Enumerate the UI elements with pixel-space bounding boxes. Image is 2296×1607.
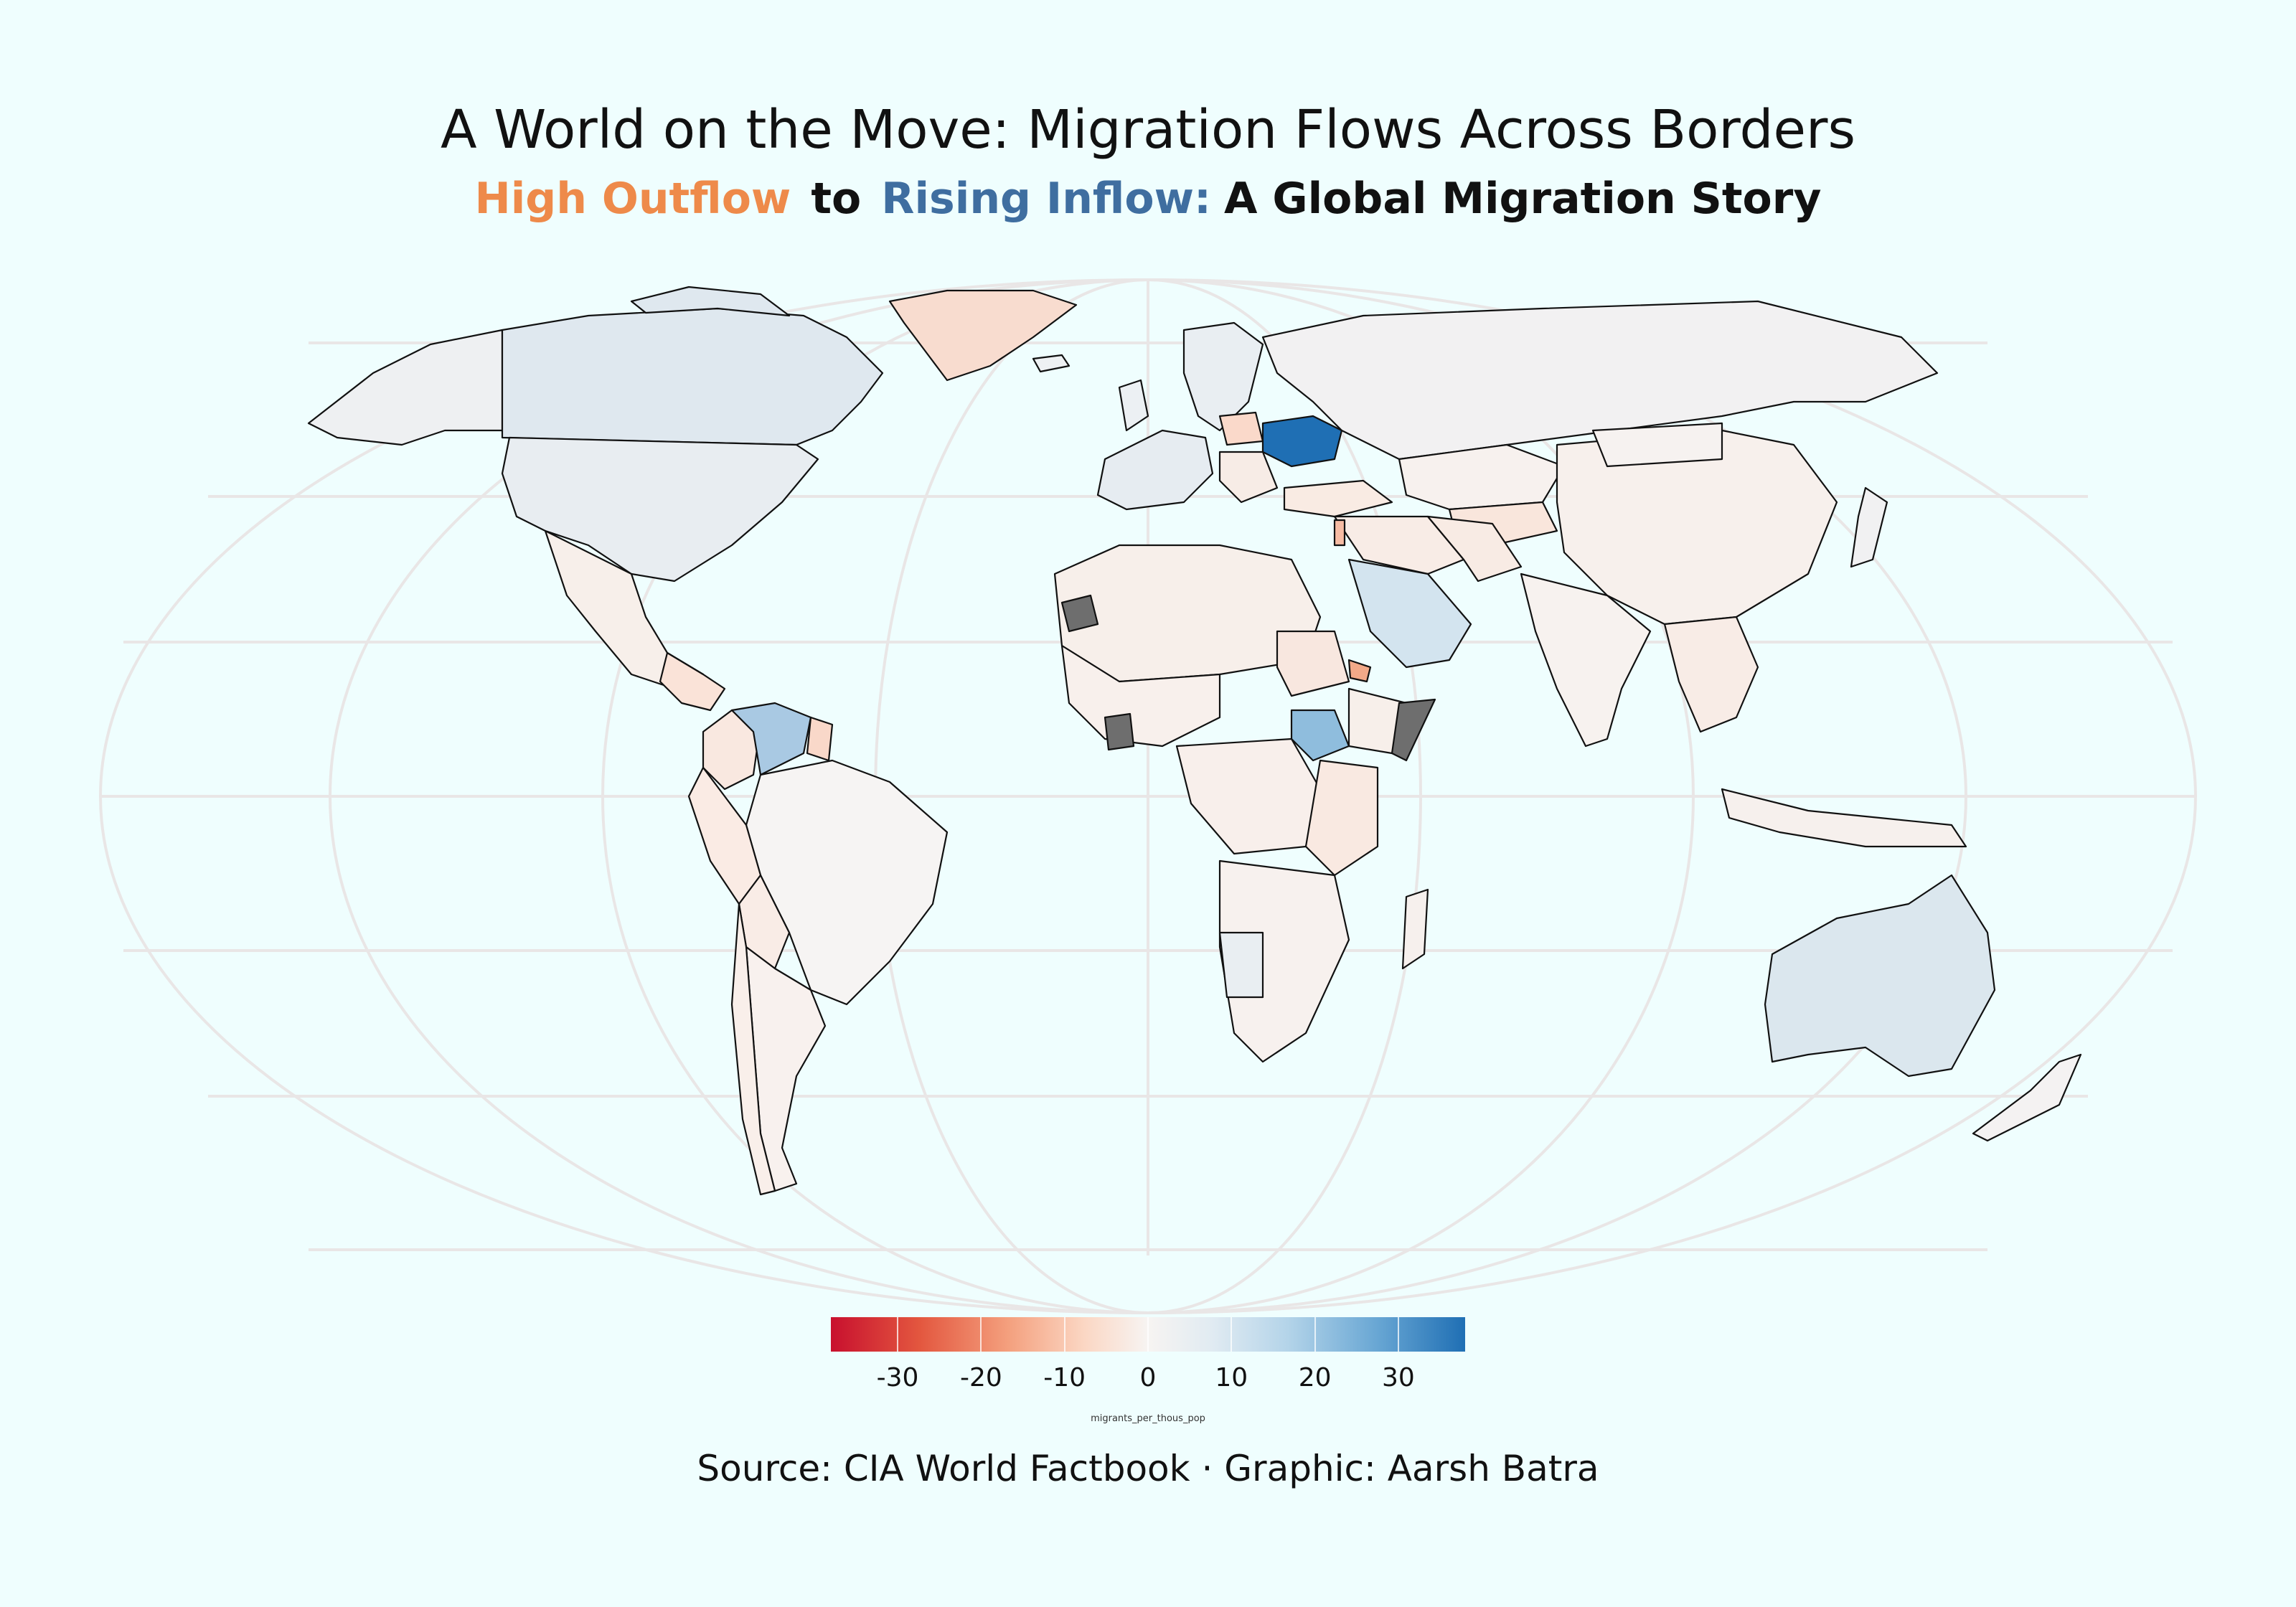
region-west-africa — [1060, 644, 1221, 748]
subtitle-high-outflow: High Outflow — [474, 174, 791, 224]
legend-tick-label: 20 — [1298, 1363, 1332, 1392]
region-canada-arctic — [630, 286, 791, 317]
legend-tick-label: 10 — [1215, 1363, 1248, 1392]
region-cote-divoire — [1104, 712, 1135, 751]
legend-tick-mark — [1397, 1317, 1399, 1352]
chart-title: A World on the Move: Migration Flows Acr… — [440, 99, 1856, 161]
region-uk — [1118, 379, 1149, 432]
region-south-sudan — [1290, 709, 1350, 762]
region-indonesia — [1721, 788, 1967, 848]
region-central-america — [659, 651, 726, 712]
region-turkey — [1283, 479, 1393, 518]
region-chile — [730, 903, 776, 1196]
region-greenland — [888, 289, 1078, 382]
region-namibia — [1218, 931, 1264, 999]
legend-tick-label: -30 — [876, 1363, 919, 1392]
legend-tick-mark — [1314, 1317, 1316, 1352]
chart-subtitle: High Outflow to Rising Inflow: A Global Mig… — [0, 174, 2296, 224]
subtitle-story: A Global Migration Story — [1224, 174, 1822, 224]
countries — [307, 286, 2082, 1196]
region-lebanon — [1333, 519, 1346, 547]
region-western-europe — [1096, 429, 1214, 511]
region-poland — [1218, 411, 1264, 446]
region-central-africa — [1175, 737, 1322, 855]
legend-title: migrants_per_thous_pop — [1091, 1413, 1205, 1424]
region-mongolia — [1591, 422, 1723, 468]
region-somalia — [1391, 698, 1436, 762]
region-australia — [1764, 874, 1996, 1078]
legend-tick-mark — [980, 1317, 982, 1352]
legend-tick-label: 0 — [1139, 1363, 1157, 1392]
region-saudi-arabia — [1347, 558, 1472, 669]
region-iceland — [1032, 354, 1071, 373]
region-southern-africa — [1218, 859, 1350, 1063]
legend-tick-label: -20 — [959, 1363, 1002, 1392]
region-southeast-asia — [1663, 616, 1759, 733]
region-russia — [1261, 300, 1939, 461]
region-guyana — [806, 716, 834, 762]
legend-tick-mark — [1231, 1317, 1233, 1352]
subtitle-to: to — [811, 174, 862, 224]
region-east-africa — [1304, 759, 1379, 877]
region-alaska — [307, 329, 504, 446]
region-eritrea — [1347, 659, 1372, 683]
region-japan — [1850, 486, 1888, 568]
source-credit: Source: CIA World Factbook · Graphic: Aa… — [697, 1448, 1599, 1489]
region-india — [1520, 572, 1652, 748]
legend-tick-label: -10 — [1043, 1363, 1086, 1392]
legend-tick-mark — [897, 1317, 899, 1352]
legend-tick-mark — [1063, 1317, 1065, 1352]
region-western-sahara — [1060, 594, 1099, 633]
region-new-zealand — [1972, 1053, 2082, 1142]
region-balkans — [1218, 451, 1279, 504]
region-sudan — [1276, 630, 1350, 697]
region-ukraine — [1261, 415, 1343, 468]
legend-tick-mark — [1147, 1317, 1149, 1352]
region-middle-east — [1333, 515, 1465, 575]
color-legend — [831, 1317, 1465, 1352]
region-iran — [1426, 515, 1523, 583]
region-madagascar — [1401, 888, 1429, 970]
region-canada — [501, 307, 884, 446]
region-venezuela — [730, 702, 812, 776]
subtitle-rising-inflow: Rising Inflow: — [881, 174, 1212, 224]
legend-tick-label: 30 — [1382, 1363, 1415, 1392]
region-united-states — [501, 436, 819, 583]
